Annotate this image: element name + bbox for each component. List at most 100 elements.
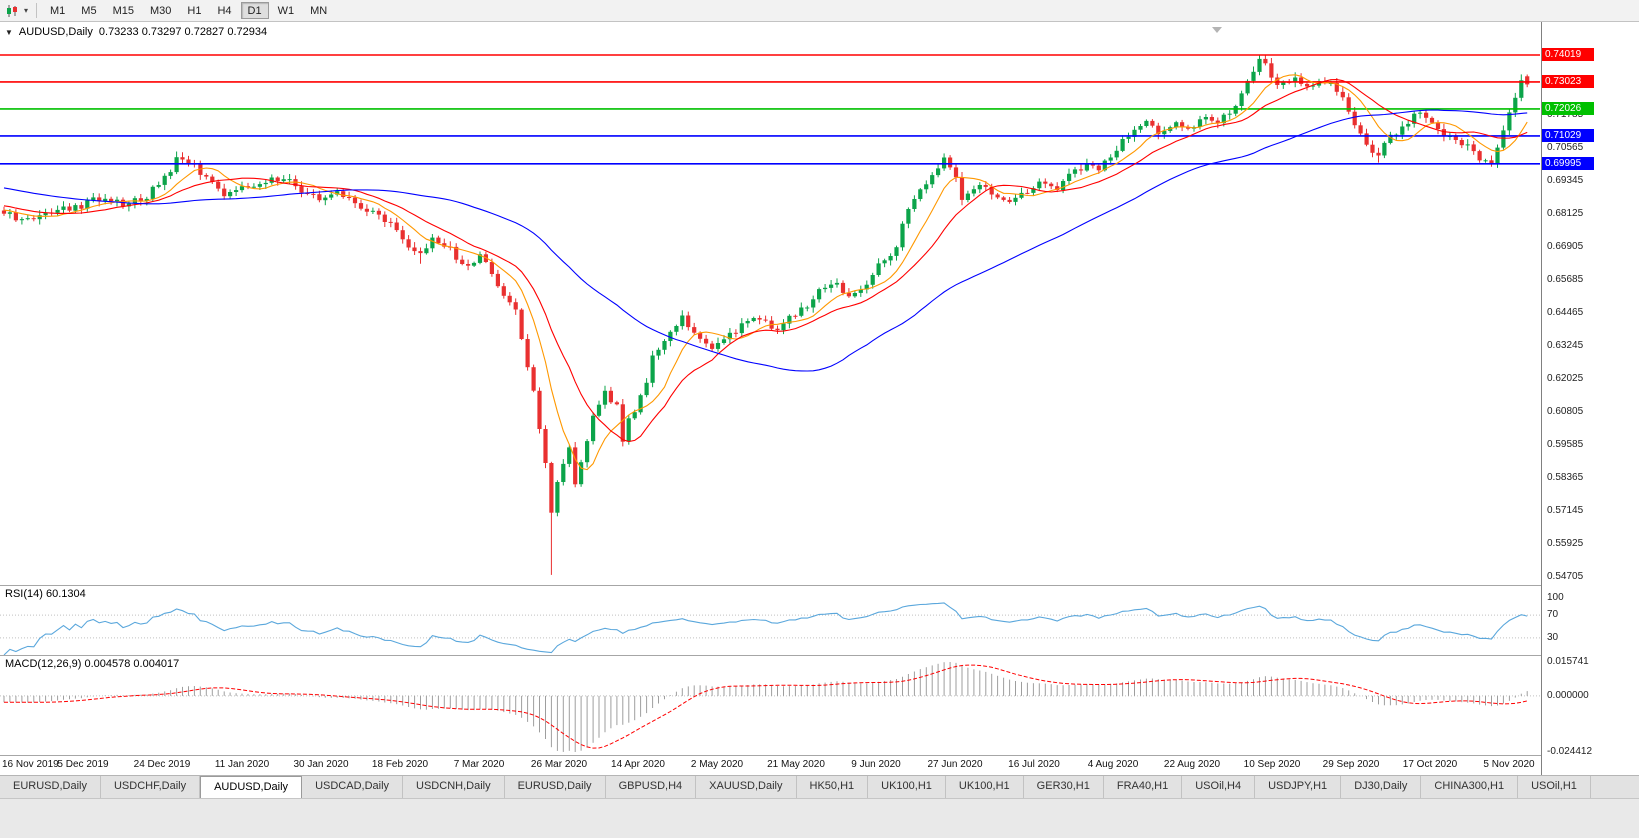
price-axis[interactable]: 0.717850.705650.693450.681250.669050.656… — [1542, 22, 1639, 775]
price-axis-tick: 0.70565 — [1547, 142, 1584, 153]
timeframe-button-w1[interactable]: W1 — [277, 5, 295, 17]
panel-separator[interactable] — [0, 655, 1639, 656]
timeframe-button-mn[interactable]: MN — [310, 5, 328, 17]
price-axis-tick: 0.63245 — [1547, 340, 1584, 351]
top-toolbar: ▾ M1 M5 M15 M30 H1 H4 D1 W1 MN — [0, 0, 1639, 22]
date-axis-label: 5 Nov 2020 — [1483, 759, 1535, 770]
price-line-badge-0.71029: 0.71029 — [1542, 129, 1594, 142]
panel-separator — [0, 755, 1639, 756]
timeframe-button-h4[interactable]: H4 — [217, 5, 232, 17]
price-axis-tick: 0.55925 — [1547, 538, 1584, 549]
chart-tab-uk100-h1[interactable]: UK100,H1 — [868, 776, 946, 798]
timeframe-button-m5[interactable]: M5 — [81, 5, 97, 17]
chart-symbol: AUDUSD,Daily — [18, 26, 93, 38]
chart-tab-dj30-daily[interactable]: DJ30,Daily — [1341, 776, 1422, 798]
macd-signal-line — [4, 664, 1528, 749]
date-axis-label: 14 Apr 2020 — [611, 759, 665, 770]
date-axis-label: 26 Mar 2020 — [530, 759, 588, 770]
timeframe-button-group: M1 M5 M15 M30 H1 H4 D1 W1 MN — [42, 2, 335, 19]
date-axis-label: 27 Jun 2020 — [927, 759, 983, 770]
price-axis-tick: 0.59585 — [1547, 439, 1584, 450]
timeframe-button-d1[interactable]: D1 — [240, 2, 269, 19]
chart-tab-fra40-h1[interactable]: FRA40,H1 — [1103, 776, 1183, 798]
rsi-panel — [0, 602, 1540, 655]
chart-tab-eurusd-daily[interactable]: EURUSD,Daily — [504, 776, 606, 798]
chart-tab-hk50-h1[interactable]: HK50,H1 — [796, 776, 869, 798]
date-axis-label: 30 Jan 2020 — [293, 759, 349, 770]
chart-shift-marker-icon[interactable] — [1212, 27, 1222, 33]
date-axis-label: 16 Nov 2019 — [2, 759, 59, 770]
date-axis-label: 17 Oct 2020 — [1402, 759, 1458, 770]
chart-tab-gbpusd-h4[interactable]: GBPUSD,H4 — [605, 776, 697, 798]
price-axis-tick: 0.64465 — [1547, 307, 1584, 318]
price-axis-tick: 0.58365 — [1547, 472, 1584, 483]
price-axis-tick: 0.57145 — [1547, 505, 1584, 516]
chart-tab-usoil-h1[interactable]: USOil,H1 — [1518, 776, 1591, 798]
chart-tab-uk100-h1[interactable]: UK100,H1 — [945, 776, 1024, 798]
date-axis-label: 10 Sep 2020 — [1243, 759, 1301, 770]
date-axis-label: 22 Aug 2020 — [1163, 759, 1221, 770]
price-axis-tick: 0.66905 — [1547, 241, 1584, 252]
time-axis[interactable]: 16 Nov 2019 5 Dec 2019 24 Dec 2019 11 Jan 2… — [0, 756, 1541, 775]
date-axis-label: 9 Jun 2020 — [851, 759, 901, 770]
status-bar — [0, 798, 1639, 838]
date-axis-label: 4 Aug 2020 — [1087, 759, 1139, 770]
price-axis-tick: 0.54705 — [1547, 571, 1584, 582]
chart-title: ▼ AUDUSD,Daily 0.73233 0.73297 0.72827 0… — [5, 26, 267, 38]
rsi-line — [3, 602, 1528, 655]
price-line-badge-0.72026: 0.72026 — [1542, 102, 1594, 115]
ma-mid-red-line[interactable] — [3, 79, 1528, 443]
chart-area: ▼ AUDUSD,Daily 0.73233 0.73297 0.72827 0… — [0, 22, 1639, 775]
rsi-indicator-label: RSI(14) 60.1304 — [5, 588, 86, 600]
price-axis-tick: 0.65685 — [1547, 274, 1584, 285]
chart-tab-eurusd-daily[interactable]: EURUSD,Daily — [0, 776, 101, 798]
panel-separator[interactable] — [0, 585, 1639, 586]
date-axis-label: 11 Jan 2020 — [214, 759, 270, 770]
price-axis-tick: 0.68125 — [1547, 208, 1584, 219]
timeframe-button-m30[interactable]: M30 — [149, 5, 172, 17]
date-axis-label: 5 Dec 2019 — [57, 759, 109, 770]
chart-tab-ger30-h1[interactable]: GER30,H1 — [1023, 776, 1104, 798]
chart-tab-audusd-daily[interactable]: AUDUSD,Daily — [200, 776, 303, 798]
price-line-badge-0.69995: 0.69995 — [1542, 157, 1594, 170]
date-axis-label: 7 Mar 2020 — [453, 759, 505, 770]
rsi-axis-tick: 100 — [1547, 592, 1564, 603]
collapse-triangle-icon[interactable]: ▼ — [5, 27, 13, 37]
rsi-axis-tick: 70 — [1547, 609, 1559, 620]
chart-tab-usdcnh-daily[interactable]: USDCNH,Daily — [403, 776, 505, 798]
macd-axis-tick: -0.024412 — [1547, 746, 1593, 757]
macd-panel — [0, 662, 1540, 752]
rsi-axis-tick: 30 — [1547, 632, 1559, 643]
chart-canvas[interactable] — [0, 22, 1541, 775]
ma-fast-orange-line[interactable] — [3, 74, 1528, 471]
chart-ohlc: 0.73233 0.73297 0.72827 0.72934 — [98, 26, 268, 38]
date-axis-label: 16 Jul 2020 — [1008, 759, 1060, 770]
price-axis-tick: 0.62025 — [1547, 373, 1584, 384]
chart-tab-usdchf-daily[interactable]: USDCHF,Daily — [100, 776, 201, 798]
timeframe-button-h1[interactable]: H1 — [187, 5, 202, 17]
ma-slow-blue-line[interactable] — [3, 109, 1528, 372]
price-panel — [0, 54, 1540, 575]
date-axis-label: 18 Feb 2020 — [371, 759, 429, 770]
macd-axis-tick: 0.000000 — [1547, 690, 1589, 701]
macd-indicator-label: MACD(12,26,9) 0.004578 0.004017 — [5, 658, 180, 670]
chart-tab-china300-h1[interactable]: CHINA300,H1 — [1421, 776, 1519, 798]
chart-tab-usoil-h4[interactable]: USOil,H4 — [1182, 776, 1256, 798]
chart-tab-usdjpy-h1[interactable]: USDJPY,H1 — [1255, 776, 1342, 798]
price-line-badge-0.73023: 0.73023 — [1542, 75, 1594, 88]
chevron-down-icon[interactable]: ▾ — [23, 6, 28, 15]
candlestick-chart-icon[interactable] — [3, 3, 21, 19]
timeframe-button-m15[interactable]: M15 — [112, 5, 134, 17]
chart-tab-usdcad-daily[interactable]: USDCAD,Daily — [302, 776, 404, 798]
price-axis-tick: 0.69345 — [1547, 175, 1584, 186]
macd-axis-tick: 0.015741 — [1547, 656, 1589, 667]
price-axis-separator — [1541, 22, 1542, 775]
price-axis-tick: 0.60805 — [1547, 406, 1584, 417]
date-axis-label: 24 Dec 2019 — [133, 759, 191, 770]
toolbar-separator — [36, 3, 37, 18]
chart-tab-xauusd-daily[interactable]: XAUUSD,Daily — [696, 776, 797, 798]
date-axis-label: 21 May 2020 — [767, 759, 825, 770]
candlestick-series — [1, 55, 1530, 575]
timeframe-button-m1[interactable]: M1 — [50, 5, 66, 17]
date-axis-label: 29 Sep 2020 — [1322, 759, 1380, 770]
